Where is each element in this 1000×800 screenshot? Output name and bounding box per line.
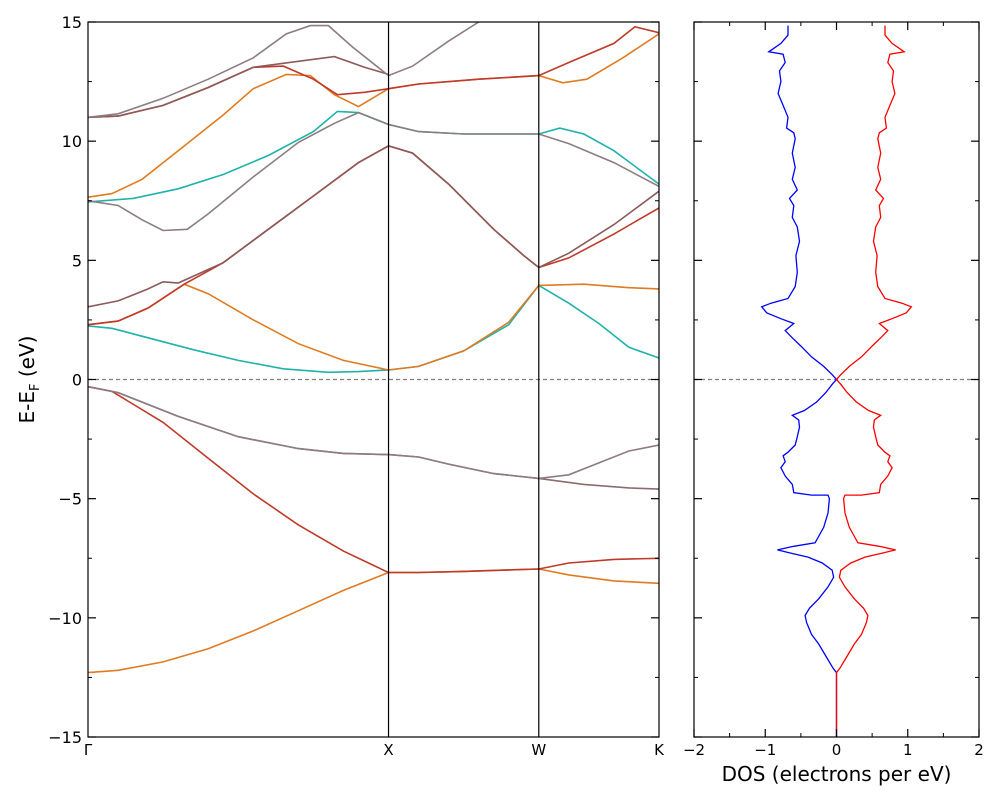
band-line-12 <box>88 55 389 119</box>
dos-xtick-label-0: −2 <box>683 741 705 759</box>
band-line-1 <box>88 385 659 574</box>
band-structure-panel: Γ X W K −15 −10 −5 0 5 10 15 E-EF (eV) <box>15 13 665 759</box>
ytick-label-4: 5 <box>72 251 82 270</box>
band-line-3 <box>88 385 659 480</box>
y-axis-label-unit: (eV) <box>15 336 39 384</box>
band-lines <box>88 22 659 674</box>
ytick-label-0: −15 <box>48 728 82 747</box>
band-line-5 <box>88 283 659 371</box>
kpoint-label-0: Γ <box>84 741 93 759</box>
ytick-label-1: −10 <box>48 609 82 628</box>
band-line-10 <box>88 111 659 232</box>
band-line-6 <box>88 145 659 326</box>
kpoint-label-1: X <box>383 741 393 759</box>
ytick-label-6: 15 <box>62 13 82 32</box>
dos-xtick-label-4: 2 <box>974 741 984 759</box>
dos-line-spin-down <box>760 25 838 737</box>
band-line-4 <box>88 284 659 374</box>
band-line-13 <box>88 22 480 119</box>
band-line-7 <box>88 145 659 308</box>
ytick-label-5: 10 <box>62 132 82 151</box>
dos-xtick-label-1: −1 <box>754 741 776 759</box>
dos-panel: −2 −1 0 1 2 DOS (electrons per eV) <box>683 21 984 786</box>
dos-lines <box>760 25 913 737</box>
ytick-label-2: −5 <box>58 490 82 509</box>
kpoint-label-2: W <box>531 741 546 759</box>
band-line-11 <box>88 25 659 119</box>
ytick-label-3: 0 <box>72 371 82 390</box>
y-axis-label-main: E-E <box>15 391 39 424</box>
dos-xtick-label-2: 0 <box>832 741 842 759</box>
dos-x-axis-label: DOS (electrons per eV) <box>722 762 952 786</box>
y-axis-label: E-EF (eV) <box>15 336 43 424</box>
band-frame <box>87 21 660 738</box>
band-line-8 <box>88 110 659 203</box>
dos-xtick-label-3: 1 <box>903 741 913 759</box>
band-line-9 <box>88 33 659 198</box>
y-axis-label-sub: F <box>28 383 43 390</box>
dos-frame <box>693 21 980 738</box>
band-line-0 <box>88 568 659 674</box>
dos-line-spin-up <box>835 25 913 737</box>
kpoint-label-3: K <box>654 741 665 759</box>
